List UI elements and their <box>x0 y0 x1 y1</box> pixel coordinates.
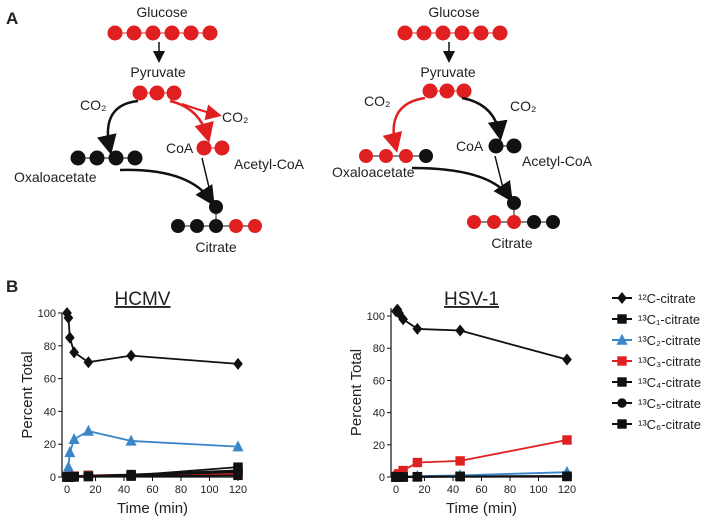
label: Citrate <box>195 239 236 255</box>
point <box>64 462 73 471</box>
label: Oxaloacetate <box>14 169 97 185</box>
x-tick-label: 100 <box>529 484 547 496</box>
legend-label: ¹³C₂-citrate <box>638 333 701 348</box>
label: CO₂ <box>80 97 106 113</box>
x-tick-label: 120 <box>229 484 247 496</box>
x-tick-label: 0 <box>64 484 70 496</box>
y-tick-label: 0 <box>50 472 56 484</box>
legend-marker <box>618 357 626 365</box>
legend-marker <box>618 315 626 323</box>
x-tick-label: 60 <box>475 484 487 496</box>
label: Pyruvate <box>420 64 475 80</box>
legend-label: ¹²C-citrate <box>638 291 696 306</box>
point <box>234 359 242 369</box>
point <box>563 354 571 364</box>
label: Acetyl-CoA <box>234 156 305 172</box>
y-tick-label: 20 <box>44 439 56 451</box>
label: Glucose <box>136 4 188 20</box>
point <box>563 436 571 444</box>
legend-marker <box>618 399 626 407</box>
label: Oxaloacetate <box>332 164 415 180</box>
x-axis-label: Time (min) <box>117 500 188 517</box>
y-tick-label: 80 <box>373 343 385 355</box>
x-tick-label: 80 <box>504 484 516 496</box>
y-axis-label: Percent Total <box>19 351 36 438</box>
point <box>456 472 464 480</box>
series-line <box>67 313 238 364</box>
point <box>413 458 421 466</box>
point <box>65 447 74 456</box>
y-tick-label: 60 <box>44 374 56 386</box>
chart-title: HSV-1 <box>444 289 499 310</box>
x-tick-label: 80 <box>175 484 187 496</box>
point <box>66 332 74 342</box>
point <box>84 426 93 435</box>
pathway-left: Glucose Pyruvate CO₂ CO₂ CoA Acetyl-CoA … <box>14 4 305 255</box>
panel-label: A <box>6 9 18 28</box>
pathway-right: Glucose Pyruvate CO₂ CO₂ CoA Acetyl-CoA … <box>332 4 593 251</box>
y-tick-label: 60 <box>373 375 385 387</box>
legend-marker <box>618 378 626 386</box>
point <box>69 434 78 443</box>
label: Acetyl-CoA <box>522 153 593 169</box>
label: CO₂ <box>364 93 390 109</box>
legend-marker <box>618 293 626 303</box>
series-line <box>67 431 238 477</box>
label: CoA <box>166 140 194 156</box>
label: CoA <box>456 138 484 154</box>
label: CO₂ <box>510 98 536 114</box>
legend-label: ¹³C₆-citrate <box>638 417 701 432</box>
label: CO₂ <box>222 109 248 125</box>
x-tick-label: 0 <box>393 484 399 496</box>
y-tick-label: 80 <box>44 341 56 353</box>
legend-marker <box>618 420 626 428</box>
point <box>127 472 135 480</box>
y-tick-label: 40 <box>44 406 56 418</box>
chart-title: HCMV <box>115 289 171 310</box>
point <box>399 473 407 481</box>
x-tick-label: 120 <box>558 484 576 496</box>
y-tick-label: 100 <box>367 311 385 323</box>
label: Citrate <box>491 235 532 251</box>
y-axis-label: Percent Total <box>348 349 365 436</box>
point <box>413 324 421 334</box>
x-tick-label: 20 <box>418 484 430 496</box>
y-tick-label: 0 <box>379 472 385 484</box>
label: Pyruvate <box>130 64 185 80</box>
legend-label: ¹³C₄-citrate <box>638 375 701 390</box>
y-tick-label: 40 <box>373 408 385 420</box>
legend-label: ¹³C₅-citrate <box>638 396 701 411</box>
point <box>563 472 571 480</box>
point <box>84 472 92 480</box>
legend-label: ¹³C₁-citrate <box>638 312 700 327</box>
y-tick-label: 20 <box>373 440 385 452</box>
point <box>84 357 92 367</box>
point <box>70 347 78 357</box>
point <box>456 457 464 465</box>
point <box>413 473 421 481</box>
point <box>456 325 464 335</box>
x-tick-label: 100 <box>200 484 218 496</box>
point <box>234 471 242 479</box>
x-tick-label: 20 <box>89 484 101 496</box>
series-line <box>396 310 567 360</box>
legend-label: ¹³C₃-citrate <box>638 354 701 369</box>
point <box>70 473 78 481</box>
x-tick-label: 60 <box>146 484 158 496</box>
x-axis-label: Time (min) <box>446 500 517 517</box>
point <box>127 350 135 360</box>
panel-label: B <box>6 277 18 296</box>
y-tick-label: 100 <box>38 308 56 320</box>
label: Glucose <box>428 4 480 20</box>
x-tick-label: 40 <box>118 484 130 496</box>
x-tick-label: 40 <box>447 484 459 496</box>
